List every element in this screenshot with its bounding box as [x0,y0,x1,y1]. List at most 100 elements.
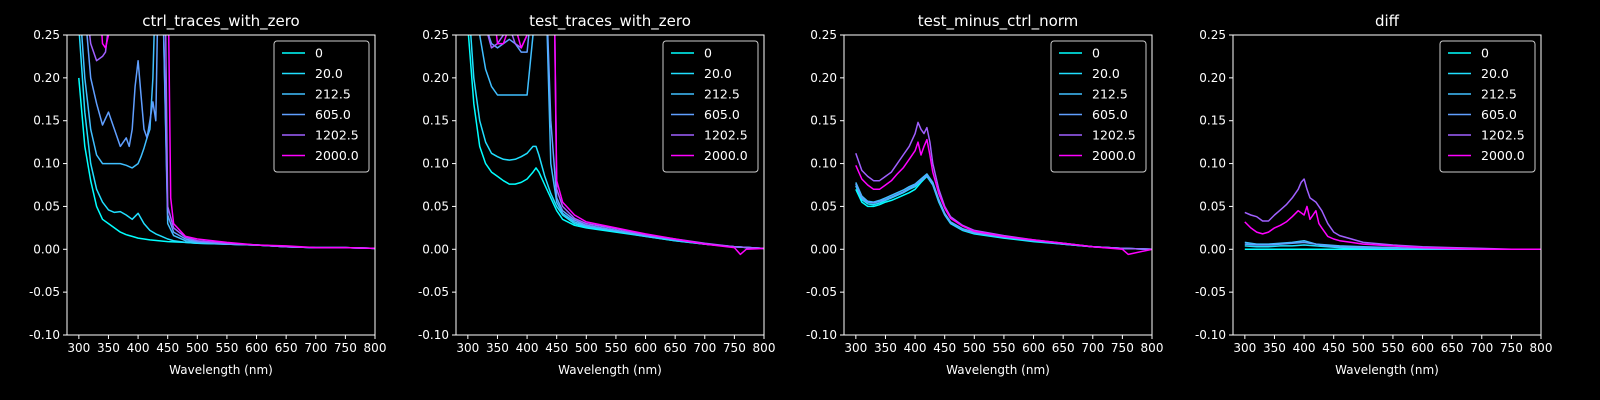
x-tick-label: 400 [904,341,927,355]
x-tick-label: 400 [516,341,539,355]
series-line-20.0 [470,35,764,250]
series-line-2000.0 [495,35,764,256]
y-tick-label: 0.05 [422,199,449,213]
legend-label: 20.0 [704,66,732,81]
chart-title: test_traces_with_zero [529,12,691,31]
chart-panel-3: test_minus_ctrl_norm -0.10 -0.05 0.00 0.05 0.… [806,12,1164,377]
x-tick-label: 500 [186,341,209,355]
x-tick-label: 800 [1141,341,1164,355]
legend-label: 605.0 [1092,107,1128,122]
legend-label: 20.0 [1092,66,1120,81]
y-tick-label: 0.15 [810,114,837,128]
legend-label: 20.0 [1481,66,1509,81]
y-tick-label: 0.00 [33,242,60,256]
chart-title: test_minus_ctrl_norm [918,12,1079,31]
legend: 0 20.0 212.5 605.0 1202.5 2000.0 [1439,40,1536,173]
x-tick-label: 650 [664,341,687,355]
chart-panel-2: test_traces_with_zero -0.10 -0.05 0.00 0.05 0… [418,12,776,377]
y-tick-label: 0.05 [33,199,60,213]
x-tick-label: 500 [575,341,598,355]
x-axis-label: Wavelength (nm) [1335,363,1439,377]
legend-label: 212.5 [1481,87,1517,102]
x-tick-label: 300 [844,341,867,355]
axes-frame [1232,34,1542,336]
x-tick-label: 700 [304,341,327,355]
x-tick-label: 800 [1530,341,1553,355]
legend-label: 2000.0 [1481,148,1525,163]
x-axis-label: Wavelength (nm) [558,363,662,377]
legend-label: 1202.5 [1092,128,1136,143]
series-line-2000.0 [101,35,375,250]
y-tick-label: 0.20 [422,71,449,85]
legend-label: 20.0 [315,66,343,81]
y-tick-label: -0.05 [1195,285,1226,299]
chart-title: diff [1375,12,1400,30]
series-line-2000.0 [1244,205,1541,251]
x-tick-label: 300 [1233,341,1256,355]
series-line-1202.5 [1244,178,1541,251]
y-tick-label: -0.05 [29,285,60,299]
x-tick-label: 500 [963,341,986,355]
x-tick-label: 300 [456,341,479,355]
y-tick-label: 0.15 [33,114,60,128]
x-tick-label: 750 [1111,341,1134,355]
series-group [855,121,1152,256]
x-tick-label: 800 [753,341,776,355]
x-tick-label: 450 [545,341,568,355]
legend: 0 20.0 212.5 605.0 1202.5 2000.0 [273,40,370,173]
series-group [1244,178,1541,251]
x-tick-label: 350 [486,341,509,355]
y-tick-label: 0.25 [422,28,449,42]
x-tick-label: 400 [1293,341,1316,355]
legend-label: 605.0 [315,107,351,122]
legend-label: 1202.5 [315,128,359,143]
y-tick-label: 0.00 [1199,242,1226,256]
y-tick-label: 0.15 [422,114,449,128]
y-tick-label: 0.10 [422,157,449,171]
x-tick-label: 450 [933,341,956,355]
x-tick-label: 550 [215,341,238,355]
y-tick-label: 0.20 [33,71,60,85]
panels: ctrl_traces_with_zero -0.10 -0.05 0.00 0.05 0… [29,12,1553,377]
chart-title: ctrl_traces_with_zero [142,12,299,31]
legend-label: 212.5 [1092,87,1128,102]
series-line-605.0 [86,35,375,250]
axes-frame [843,34,1153,336]
y-tick-label: 0.00 [422,242,449,256]
y-tick-label: 0.00 [810,242,837,256]
legend-label: 1202.5 [704,128,748,143]
series-line-605.0 [855,174,1152,251]
x-tick-label: 600 [1022,341,1045,355]
legend-label: 2000.0 [704,148,748,163]
x-tick-label: 750 [1500,341,1523,355]
legend-label: 212.5 [315,87,351,102]
x-tick-label: 700 [1081,341,1104,355]
legend-label: 2000.0 [1092,148,1136,163]
y-tick-label: -0.10 [418,328,449,342]
series-line-2000.0 [855,138,1152,256]
x-tick-label: 700 [693,341,716,355]
y-tick-label: -0.05 [806,285,837,299]
y-tick-label: 0.20 [810,71,837,85]
legend-label: 0 [704,46,712,61]
x-tick-label: 800 [364,341,387,355]
y-tick-label: 0.10 [1199,157,1226,171]
y-tick-label: 0.25 [1199,28,1226,42]
legend-label: 605.0 [1481,107,1517,122]
y-tick-label: -0.10 [806,328,837,342]
x-tick-label: 600 [1411,341,1434,355]
x-tick-label: 550 [1381,341,1404,355]
chart-panel-4: diff -0.10 -0.05 0.00 0.05 0.10 0.15 0.20 0.25 30… [1195,12,1553,377]
x-tick-label: 350 [97,341,120,355]
y-tick-label: -0.10 [1195,328,1226,342]
y-tick-label: -0.05 [418,285,449,299]
x-tick-label: 550 [992,341,1015,355]
chart-panel-1: ctrl_traces_with_zero -0.10 -0.05 0.00 0.05 0… [29,12,387,377]
y-tick-label: 0.15 [1199,114,1226,128]
x-tick-label: 750 [334,341,357,355]
axes-frame [455,34,765,336]
x-tick-label: 600 [245,341,268,355]
legend-label: 605.0 [704,107,740,122]
y-tick-label: 0.25 [33,28,60,42]
